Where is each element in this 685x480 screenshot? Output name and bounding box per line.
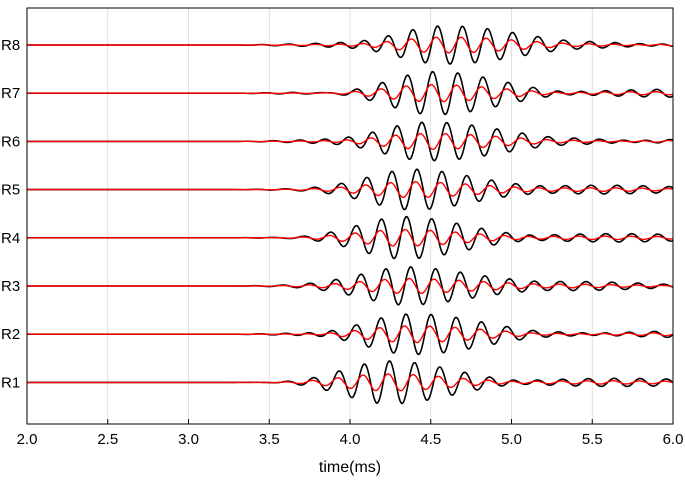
x-tick-label: 4.5 <box>420 431 441 448</box>
grid-lines <box>107 8 593 424</box>
trace-r3-series-2 <box>27 277 674 295</box>
row-label-r7: R7 <box>1 85 20 102</box>
row-label-r8: R8 <box>1 37 20 54</box>
x-tick-label: 3.5 <box>259 431 280 448</box>
row-label-r4: R4 <box>1 230 20 247</box>
trace-r1-series-2 <box>27 373 674 392</box>
x-tick-label: 2.0 <box>17 431 38 448</box>
trace-r7-series-2 <box>27 83 674 103</box>
row-label-r6: R6 <box>1 133 20 150</box>
x-axis-ticks: 2.0 2.5 3.0 3.5 4.0 4.5 5.0 5.5 6.0 <box>17 419 684 448</box>
x-tick-label: 2.5 <box>97 431 118 448</box>
trace-r8-series-2 <box>27 36 674 54</box>
x-tick-label: 6.0 <box>663 431 684 448</box>
plot-frame <box>26 7 674 425</box>
trace-r4-series-2 <box>27 228 674 247</box>
row-label-r2: R2 <box>1 326 20 343</box>
row-label-r3: R3 <box>1 278 20 295</box>
row-label-r5: R5 <box>1 182 20 199</box>
row-label-r1: R1 <box>1 374 20 391</box>
trace-r6-series-2 <box>27 132 674 151</box>
row-labels: R1 R2 R3 R4 R5 R6 R7 R8 <box>1 37 20 391</box>
trace-r5-series-2 <box>27 181 674 199</box>
x-tick-label: 4.0 <box>340 431 361 448</box>
trace-r2-series-2 <box>27 325 674 344</box>
x-tick-label: 3.0 <box>178 431 199 448</box>
x-tick-label: 5.5 <box>582 431 603 448</box>
x-axis-title: time(ms) <box>319 459 381 476</box>
traces <box>27 25 674 405</box>
x-tick-label: 5.0 <box>501 431 522 448</box>
